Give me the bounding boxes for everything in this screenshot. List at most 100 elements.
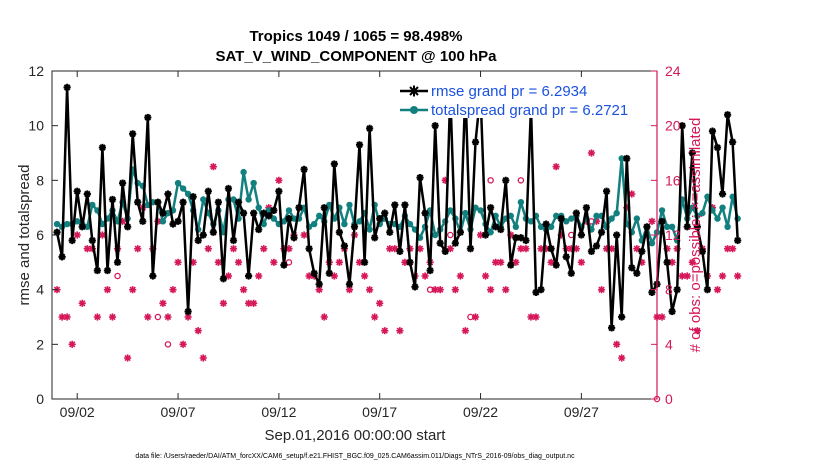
totalspread-point [527, 218, 535, 225]
obs-assimilated-marker [396, 327, 404, 335]
x-tick-label: 09/07 [161, 404, 196, 420]
rmse-point [517, 234, 525, 242]
obs-assimilated-marker [320, 313, 328, 321]
rmse-point [315, 280, 323, 288]
totalspread-point [613, 209, 620, 217]
totalspread-point [84, 223, 91, 230]
obs-assimilated-marker [335, 258, 343, 266]
totalspread-point [63, 220, 71, 228]
obs-assimilated-marker [199, 354, 207, 362]
rmse-point [729, 138, 737, 146]
obs-assimilated-marker [527, 313, 535, 321]
rmse-point [618, 313, 626, 321]
rmse-point [330, 160, 338, 168]
obs-assimilated-marker [214, 258, 222, 266]
obs-assimilated-marker [658, 313, 666, 321]
rmse-point [345, 280, 354, 288]
rmse-point [270, 206, 278, 214]
rmse-point [310, 269, 318, 277]
right-axis: 0 4 8 12 16 20 24 [651, 63, 681, 407]
legend-rmse-label: rmse grand pr = 6.2934 [431, 83, 587, 100]
right-tick-label: 24 [665, 63, 681, 79]
totalspread-point [658, 207, 666, 214]
rmse-point [360, 258, 369, 266]
rmse-point [542, 220, 550, 228]
x-tick-label: 09/22 [463, 404, 498, 420]
totalspread-point [552, 212, 560, 220]
rmse-point [366, 124, 374, 132]
totalspread-point [447, 207, 454, 214]
obs-assimilated-marker [673, 245, 681, 253]
rmse-point [134, 198, 142, 206]
totalspread-point [724, 223, 731, 230]
right-tick-label: 20 [665, 118, 681, 134]
obs-assimilated-marker [522, 245, 530, 253]
totalspread-point [563, 218, 570, 225]
obs-assimilated-marker [613, 340, 621, 348]
rmse-point [300, 165, 308, 173]
obs-assimilated-marker [471, 313, 480, 321]
obs-assimilated-marker [436, 286, 444, 294]
rmse-point [189, 193, 197, 201]
obs-assimilated-marker [184, 313, 192, 321]
rmse-point [567, 269, 575, 277]
obs-assimilated-marker [315, 286, 323, 294]
rmse-point [718, 190, 727, 198]
obs-assimilated-marker [154, 217, 162, 225]
rmse-point [497, 225, 505, 234]
obs-assimilated-marker [507, 231, 515, 239]
obs-possible-marker [447, 231, 454, 239]
rmse-point [149, 272, 157, 280]
obs-assimilated-marker [678, 272, 686, 280]
rmse-point [391, 201, 399, 209]
rmse-point [466, 245, 475, 253]
obs-assimilated-marker [305, 272, 313, 280]
rmse-point [734, 236, 742, 245]
obs-assimilated-marker [557, 231, 565, 239]
rmse-point [144, 113, 152, 122]
rmse-point [53, 228, 61, 236]
right-tick-label: 8 [665, 282, 673, 298]
obs-assimilated-marker [345, 286, 354, 294]
totalspread-point [265, 207, 272, 214]
obs-assimilated-marker [547, 258, 555, 266]
rmse-point [411, 283, 419, 291]
right-tick-label: 4 [665, 336, 673, 352]
obs-assimilated-marker [492, 258, 500, 266]
rmse-point [698, 247, 706, 255]
right-tick-label: 16 [665, 172, 681, 188]
rmse-point [577, 231, 585, 239]
totalspread-point [366, 226, 373, 233]
obs-assimilated-marker [144, 313, 152, 321]
rmse-point [441, 247, 449, 255]
obs-assimilated-marker [421, 272, 429, 280]
obs-assimilated-marker [572, 245, 580, 253]
totalspread-point [618, 155, 625, 162]
totalspread-point [608, 215, 615, 222]
obs-assimilated-marker [245, 299, 253, 307]
obs-assimilated-marker [391, 245, 399, 253]
rmse-point [512, 234, 520, 242]
rmse-point [381, 209, 389, 217]
totalspread-point [230, 196, 237, 203]
obs-assimilated-marker [618, 354, 626, 362]
obs-possible-marker [467, 313, 474, 321]
left-axis: 0 2 4 6 8 10 12 [28, 63, 58, 407]
totalspread-point [270, 215, 278, 222]
obs-assimilated-marker [129, 286, 137, 294]
obs-assimilated-marker [456, 272, 464, 280]
rmse-point [154, 198, 162, 206]
rmse-point [613, 231, 621, 239]
obs-assimilated-marker [401, 258, 409, 266]
rmse-point [63, 83, 71, 91]
legend-spread-label: totalspread grand pr = 6.2721 [431, 102, 628, 119]
obs-assimilated-marker [83, 245, 91, 253]
x-axis: 09/02 09/07 09/12 09/17 09/22 09/27 [60, 71, 599, 420]
obs-assimilated-marker [270, 258, 278, 266]
obs-assimilated-marker [250, 299, 258, 307]
rmse-point [587, 247, 596, 255]
obs-assimilated-marker [431, 286, 439, 294]
obs-assimilated-marker [234, 258, 243, 266]
obs-assimilated-marker [179, 340, 187, 348]
rmse-point [592, 242, 601, 250]
